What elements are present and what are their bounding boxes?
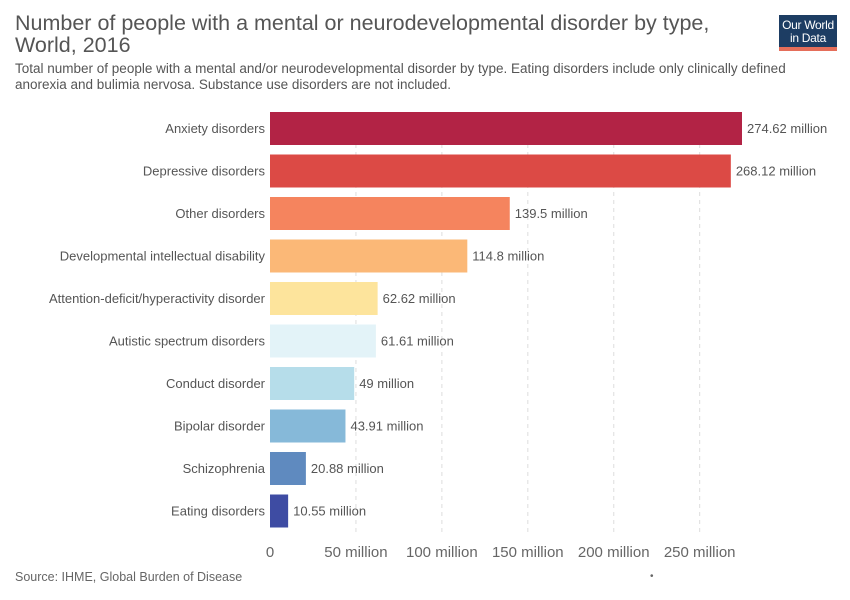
value-label: 43.91 million <box>350 419 423 434</box>
logo-line-2: in Data <box>790 31 826 45</box>
bar[interactable] <box>270 324 376 358</box>
value-label: 274.62 million <box>747 121 827 136</box>
bar[interactable] <box>270 197 510 230</box>
footer-dot: • <box>650 571 654 582</box>
value-label: 10.55 million <box>293 504 366 519</box>
bar[interactable] <box>270 154 731 188</box>
bar[interactable] <box>270 494 289 528</box>
value-label: 62.62 million <box>383 291 456 306</box>
category-label: Other disorders <box>175 206 265 221</box>
value-label: 268.12 million <box>736 164 816 179</box>
category-label: Conduct disorder <box>166 376 266 391</box>
bar[interactable] <box>270 112 742 145</box>
source-note[interactable]: Source: IHME, Global Burden of Disease <box>15 570 243 584</box>
x-tick-label: 150 million <box>492 544 564 561</box>
category-label: Autistic spectrum disorders <box>109 334 266 349</box>
category-label: Bipolar disorder <box>174 419 266 434</box>
value-label: 114.8 million <box>472 249 544 264</box>
owid-logo[interactable]: Our World in Data <box>779 15 837 51</box>
x-tick-label: 50 million <box>324 544 387 561</box>
category-label: Eating disorders <box>171 504 265 519</box>
value-label: 20.88 million <box>311 461 384 476</box>
value-label: 139.5 million <box>515 206 588 221</box>
value-label: 49 million <box>359 376 414 391</box>
value-label: 61.61 million <box>381 334 454 349</box>
bar[interactable] <box>270 367 355 400</box>
x-tick-label: 250 million <box>664 544 736 561</box>
chart-subtitle: Total number of people with a mental and… <box>15 61 786 92</box>
x-tick-label: 200 million <box>578 544 650 561</box>
category-label: Attention-deficit/hyperactivity disorder <box>49 291 266 306</box>
chart-title: Number of people with a mental or neurod… <box>15 11 710 57</box>
category-label: Schizophrenia <box>183 461 266 476</box>
x-tick-label: 0 <box>266 544 274 561</box>
bar[interactable] <box>270 452 306 485</box>
bar[interactable] <box>270 239 468 273</box>
category-label: Developmental intellectual disability <box>60 249 266 264</box>
category-label: Anxiety disorders <box>165 121 265 136</box>
bar[interactable] <box>270 409 346 443</box>
bar[interactable] <box>270 282 378 315</box>
x-tick-label: 100 million <box>406 544 478 561</box>
logo-line-1: Our World <box>782 18 834 32</box>
category-label: Depressive disorders <box>143 164 266 179</box>
